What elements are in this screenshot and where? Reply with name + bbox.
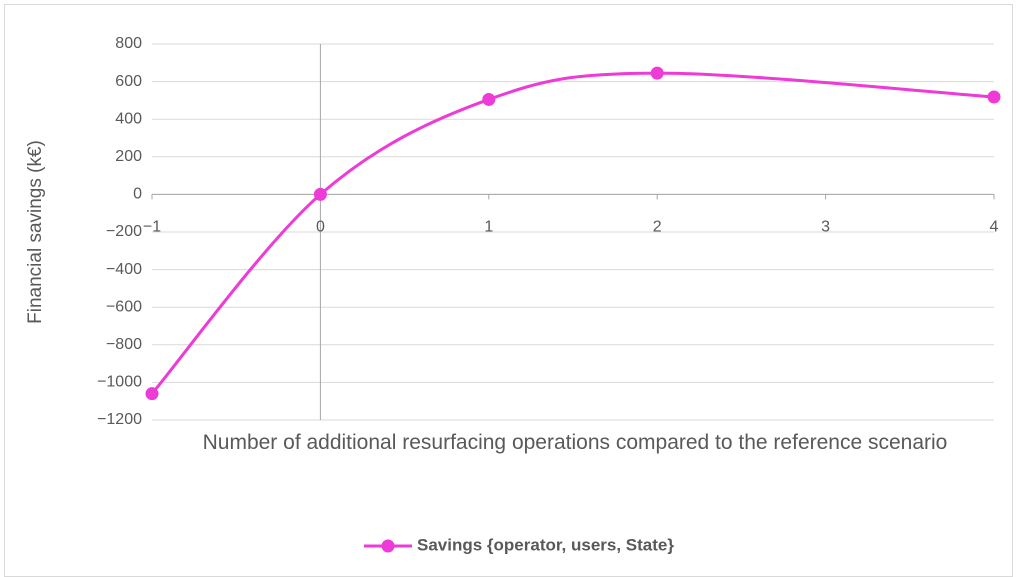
y-tick-label: 800 bbox=[115, 35, 142, 52]
x-tick-label: 4 bbox=[990, 219, 999, 236]
y-tick-label: −600 bbox=[106, 298, 142, 315]
legend-marker bbox=[381, 539, 395, 553]
x-tick-label: 2 bbox=[653, 219, 662, 236]
y-tick-label: −200 bbox=[106, 223, 142, 240]
x-tick-label: 0 bbox=[316, 219, 325, 236]
y-tick-label: 400 bbox=[115, 110, 142, 127]
chart-border bbox=[4, 4, 1013, 577]
data-point bbox=[145, 387, 159, 401]
x-tick-label: 1 bbox=[484, 219, 493, 236]
y-tick-label: −800 bbox=[106, 336, 142, 353]
data-point bbox=[987, 90, 1001, 104]
x-tick-label: −1 bbox=[143, 219, 161, 236]
y-tick-label: 600 bbox=[115, 73, 142, 90]
legend-label: Savings {operator, users, State} bbox=[417, 535, 674, 554]
x-axis-label: Number of additional resurfacing operati… bbox=[202, 431, 948, 454]
y-tick-label: −400 bbox=[106, 261, 142, 278]
y-tick-label: −1200 bbox=[97, 411, 142, 428]
data-point bbox=[482, 92, 496, 106]
y-axis-label: Financial savings (k€) bbox=[25, 140, 46, 324]
y-tick-label: 0 bbox=[133, 186, 142, 203]
x-tick-label: 3 bbox=[821, 219, 830, 236]
data-point bbox=[650, 66, 664, 80]
y-tick-label: 200 bbox=[115, 148, 142, 165]
y-tick-label: −1000 bbox=[97, 374, 142, 391]
data-point bbox=[313, 187, 327, 201]
